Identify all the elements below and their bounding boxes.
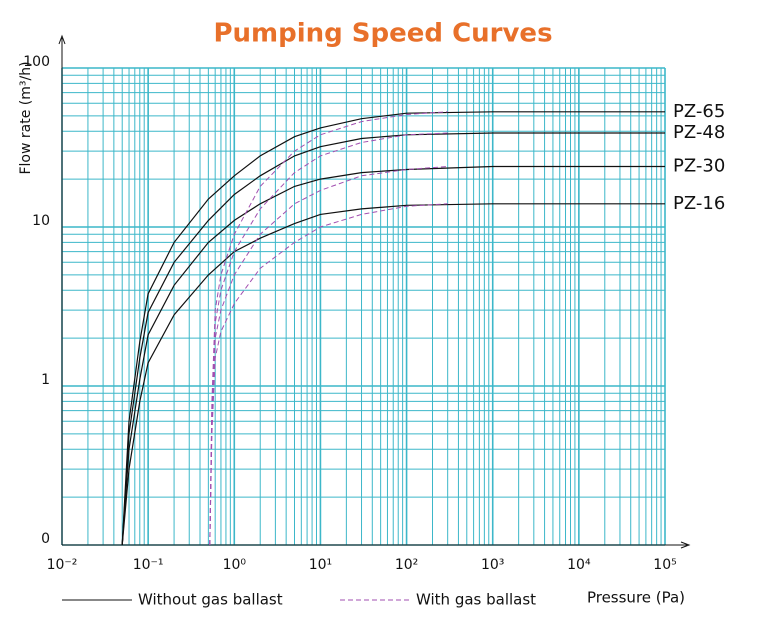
x-tick-label: 10⁻¹ (133, 557, 164, 573)
chart-title: Pumping Speed Curves (213, 19, 552, 49)
x-axis-arrow (680, 541, 691, 549)
x-tick-label: 10³ (481, 557, 504, 573)
series-label: PZ-16 (673, 193, 725, 214)
series-line (121, 203, 665, 546)
x-tick-label: 10⁻² (47, 557, 78, 573)
x-tick-label: 10² (395, 557, 418, 573)
x-tick-label: 10⁰ (223, 557, 247, 573)
legend-label: Without gas ballast (138, 591, 283, 609)
series-line (121, 132, 665, 546)
series-label: PZ-65 (673, 101, 725, 122)
series-line (209, 132, 448, 546)
series-line (121, 165, 665, 546)
series-line (209, 166, 448, 546)
y-tick-label: 10 (32, 213, 50, 229)
x-tick-label: 10⁴ (567, 557, 591, 573)
y-tick-label: 0 (41, 531, 50, 547)
series-line (209, 203, 448, 546)
y-tick-label: 100 (23, 54, 50, 70)
y-tick-label: 1 (41, 372, 50, 388)
series-line (121, 111, 665, 546)
y-axis-arrow (58, 34, 66, 45)
legend-label: With gas ballast (416, 591, 536, 609)
series-label: PZ-48 (673, 122, 725, 143)
series-line (209, 111, 448, 546)
x-tick-label: 10¹ (309, 557, 332, 573)
x-tick-label: 10⁵ (653, 557, 676, 573)
y-axis-label: Flow rate (m³/h) (18, 61, 34, 174)
x-axis-label: Pressure (Pa) (587, 589, 685, 607)
series-label: PZ-30 (673, 156, 725, 177)
